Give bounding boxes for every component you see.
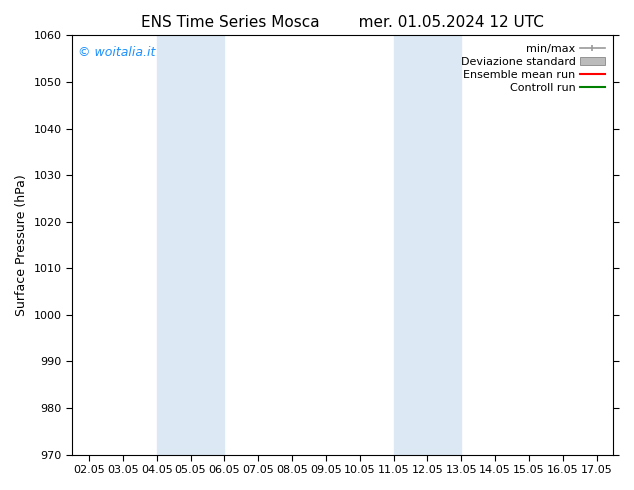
Text: © woitalia.it: © woitalia.it [77,46,155,59]
Title: ENS Time Series Mosca        mer. 01.05.2024 12 UTC: ENS Time Series Mosca mer. 01.05.2024 12… [141,15,544,30]
Bar [157,35,224,455]
Bar [394,35,461,455]
Y-axis label: Surface Pressure (hPa): Surface Pressure (hPa) [15,174,28,316]
Legend: min/max, Deviazione standard, Ensemble mean run, Controll run: min/max, Deviazione standard, Ensemble m… [458,41,608,96]
